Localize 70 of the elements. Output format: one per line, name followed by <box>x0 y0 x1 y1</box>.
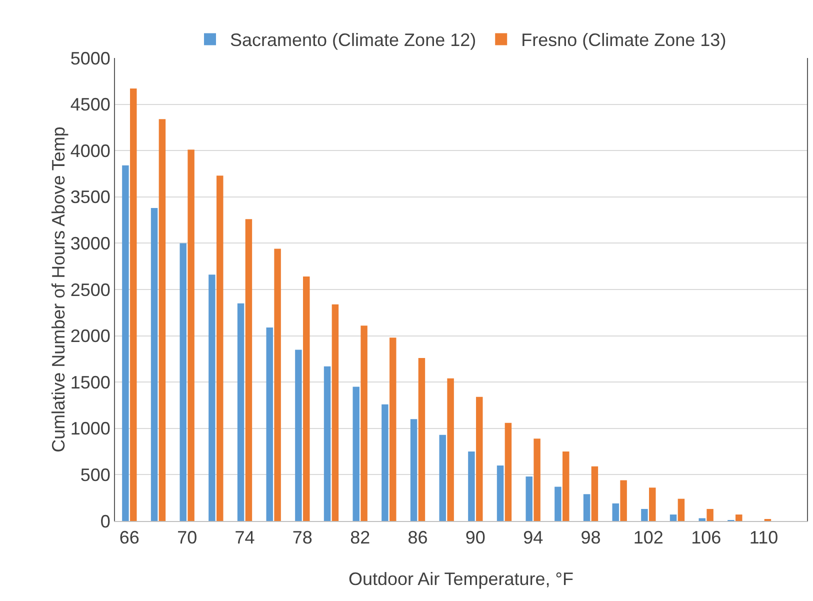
bar <box>504 422 512 521</box>
x-tick-label: 82 <box>350 528 370 548</box>
x-tick-label: 98 <box>580 528 601 548</box>
x-tick-label: 86 <box>408 528 428 548</box>
bar <box>208 274 216 521</box>
bar <box>390 338 396 521</box>
bar <box>410 419 418 521</box>
bar <box>216 176 224 521</box>
bar <box>496 465 504 521</box>
bar <box>526 476 532 521</box>
y-tick-label: 1500 <box>70 372 110 392</box>
legend-label: Sacramento (Climate Zone 12) <box>230 30 476 50</box>
x-tick-label: 106 <box>691 528 722 548</box>
bar <box>534 438 540 521</box>
x-tick-label: 70 <box>177 528 198 548</box>
bar <box>150 208 158 521</box>
bar <box>641 508 648 521</box>
bar <box>678 498 685 521</box>
bar <box>245 219 252 521</box>
x-tick-label: 102 <box>633 528 664 548</box>
y-tick-label: 4000 <box>70 140 110 161</box>
bar <box>591 466 598 521</box>
bar <box>266 327 273 521</box>
bar <box>295 350 302 521</box>
y-tick-label: 500 <box>80 465 110 485</box>
bar <box>158 119 166 521</box>
bar <box>670 514 677 521</box>
bar <box>122 165 129 521</box>
bar <box>649 488 656 521</box>
bar <box>418 358 426 521</box>
y-tick-label: 4500 <box>70 94 110 115</box>
bar <box>439 434 446 521</box>
bar <box>612 503 619 521</box>
y-tick-label: 3500 <box>70 187 110 208</box>
bar <box>447 378 454 521</box>
y-axis-title: Cumlative Number of Hours Above Temp <box>48 126 68 452</box>
bar <box>620 480 627 521</box>
bar <box>583 494 590 521</box>
x-tick-label: 110 <box>749 528 778 548</box>
bar <box>324 366 331 521</box>
bar <box>274 248 281 521</box>
x-axis-title: Outdoor Air Temperature, °F <box>348 569 574 589</box>
bar <box>736 514 742 521</box>
legend-label: Fresno (Climate Zone 13) <box>521 30 726 50</box>
bar <box>698 518 706 521</box>
bar <box>382 404 388 521</box>
y-tick-label: 2000 <box>70 326 110 346</box>
bar <box>352 386 360 521</box>
y-tick-label: 3000 <box>70 234 110 254</box>
bar <box>332 304 339 521</box>
bar <box>554 486 562 521</box>
y-tick-label: 0 <box>100 511 110 532</box>
bar <box>303 276 310 521</box>
bar <box>562 452 570 521</box>
bar <box>706 508 714 521</box>
bar <box>130 88 137 521</box>
x-tick-label: 74 <box>234 528 255 548</box>
bar <box>476 396 483 521</box>
bar <box>188 150 194 521</box>
x-tick-label: 78 <box>292 528 312 548</box>
y-tick-label: 1000 <box>70 418 110 439</box>
bar <box>237 303 244 521</box>
x-tick-label: 90 <box>465 528 486 548</box>
y-tick-label: 2500 <box>70 280 110 300</box>
x-tick-label: 66 <box>119 528 140 548</box>
bar <box>180 243 186 521</box>
y-tick-label: 5000 <box>70 48 110 68</box>
x-tick-label: 94 <box>523 528 544 548</box>
bar <box>360 326 368 521</box>
bar <box>468 452 475 521</box>
